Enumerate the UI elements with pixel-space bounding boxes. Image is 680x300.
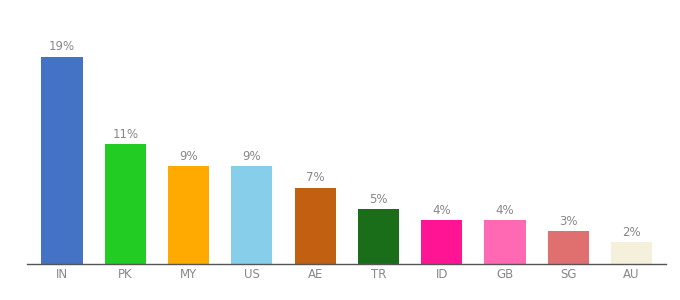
Bar: [231, 166, 273, 264]
Bar: [484, 220, 526, 264]
Bar: [358, 209, 399, 264]
Text: 5%: 5%: [369, 193, 388, 206]
Text: 7%: 7%: [306, 171, 324, 184]
Bar: [41, 57, 82, 264]
Bar: [168, 166, 209, 264]
Text: 19%: 19%: [49, 40, 75, 53]
Bar: [611, 242, 652, 264]
Bar: [105, 144, 146, 264]
Text: 4%: 4%: [432, 204, 451, 217]
Text: 2%: 2%: [622, 226, 641, 239]
Bar: [421, 220, 462, 264]
Text: 3%: 3%: [559, 215, 577, 228]
Text: 11%: 11%: [112, 128, 138, 141]
Text: 9%: 9%: [180, 149, 198, 163]
Text: 4%: 4%: [496, 204, 514, 217]
Bar: [294, 188, 336, 264]
Bar: [547, 231, 589, 264]
Text: 9%: 9%: [243, 149, 261, 163]
